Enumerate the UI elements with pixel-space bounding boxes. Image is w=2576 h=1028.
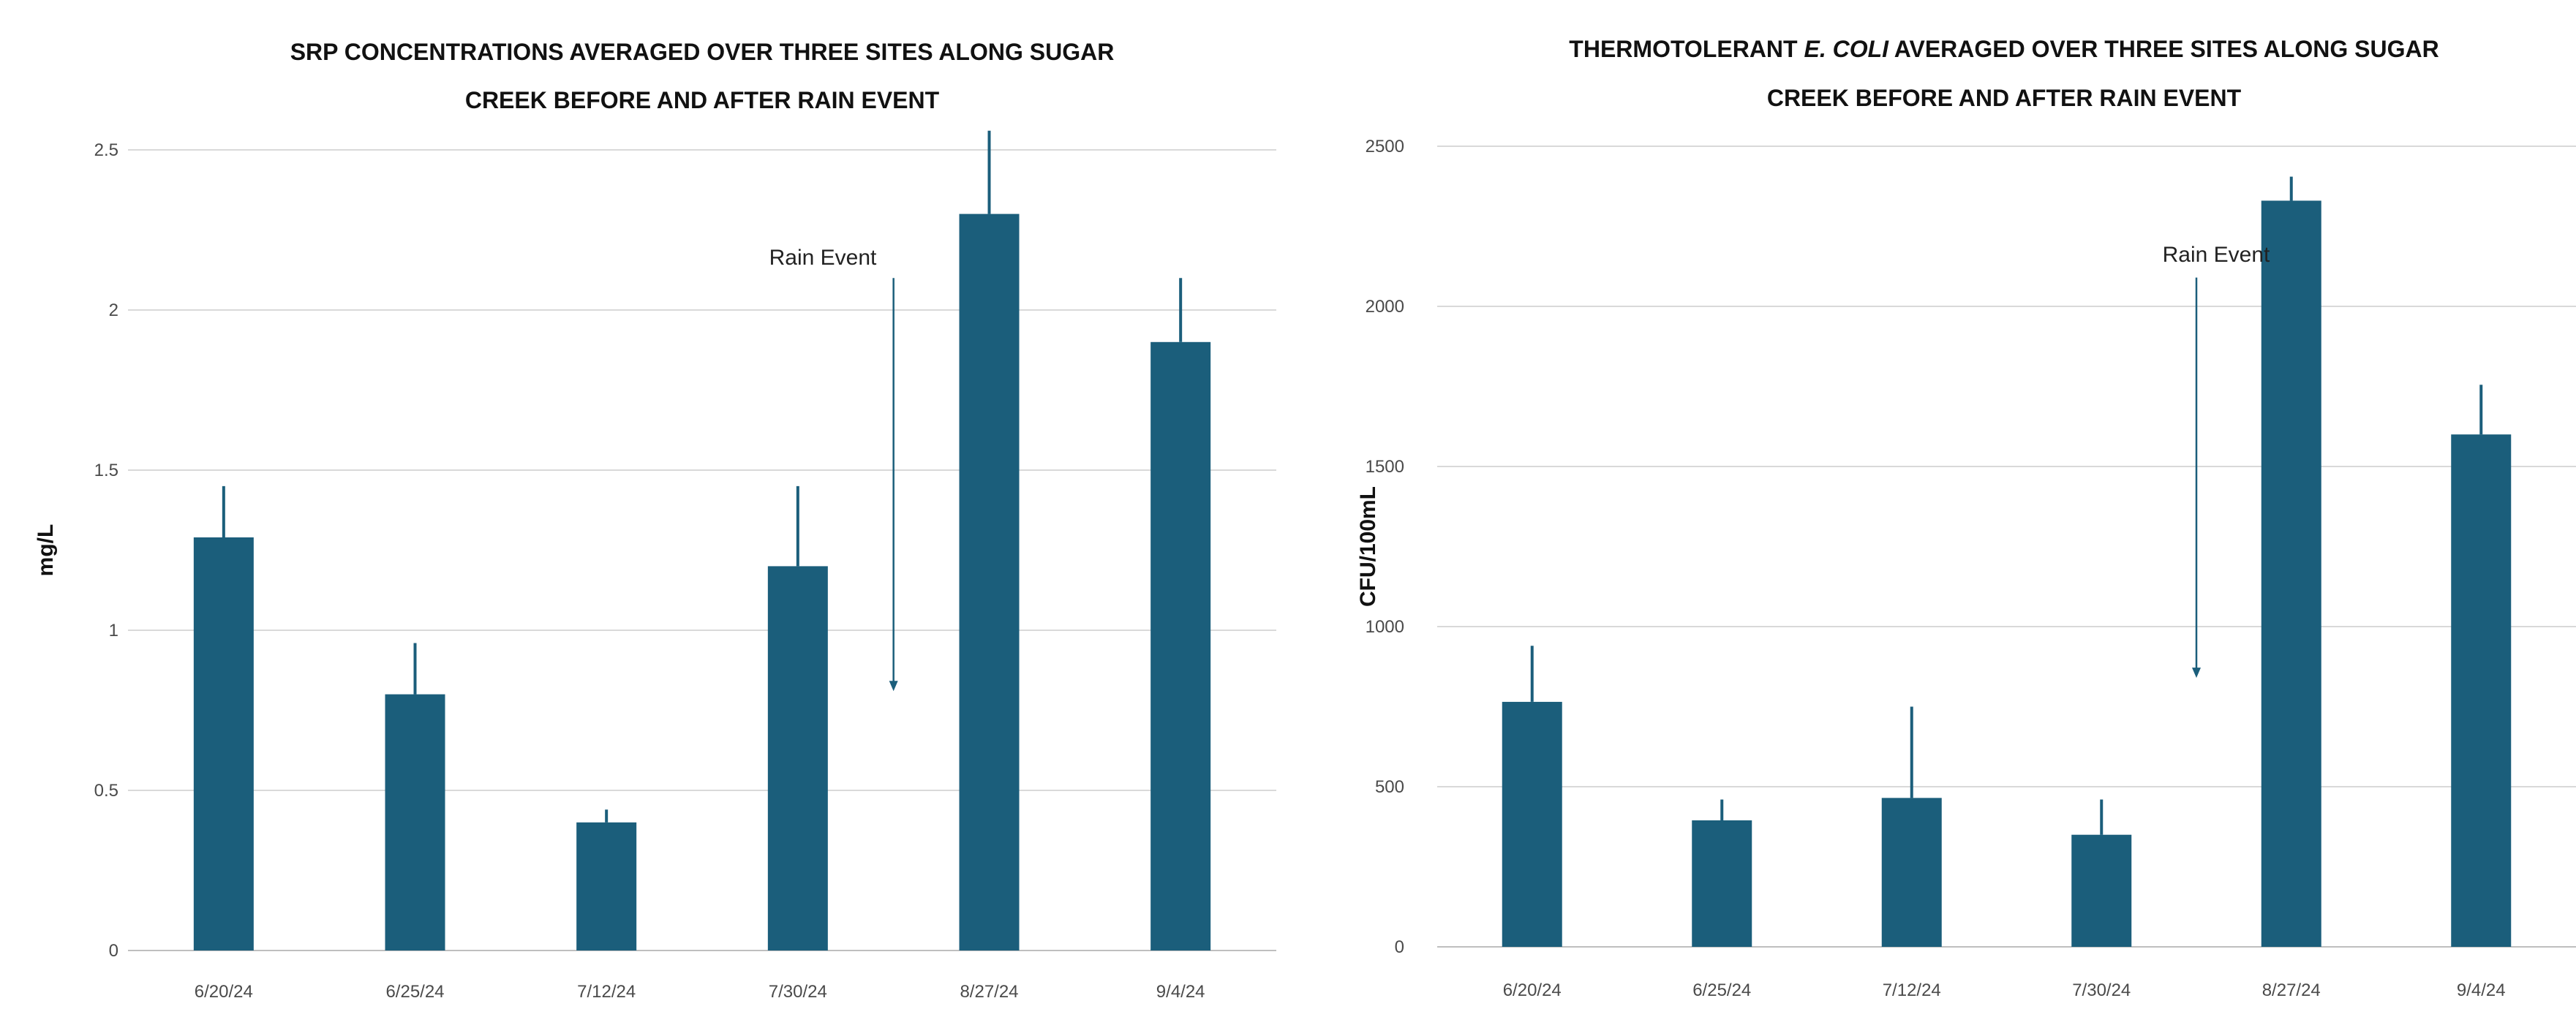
y-axis-label: mg/L bbox=[34, 524, 58, 577]
y-tick-label: 2500 bbox=[1366, 137, 1404, 156]
bar-7/30/24 bbox=[2071, 834, 2132, 947]
bar-7/30/24 bbox=[767, 566, 828, 950]
y-tick-label: 0 bbox=[109, 941, 118, 961]
annotation-arrowhead bbox=[2192, 668, 2201, 679]
x-tick-label: 8/27/24 bbox=[2262, 980, 2321, 1000]
y-tick-label: 2 bbox=[109, 301, 118, 320]
y-tick-label: 1000 bbox=[1366, 617, 1404, 637]
x-tick-label: 8/27/24 bbox=[960, 982, 1018, 1002]
y-tick-label: 1500 bbox=[1366, 457, 1404, 477]
bar-7/12/24 bbox=[576, 822, 637, 950]
title-run: THERMOTOLERANT bbox=[1569, 36, 1804, 62]
y-tick-label: 2000 bbox=[1366, 297, 1404, 317]
x-tick-label: 7/12/24 bbox=[577, 982, 636, 1002]
annotation-label: Rain Event bbox=[769, 246, 877, 270]
bar-9/4/24 bbox=[1150, 341, 1211, 950]
title-run: SRP CONCENTRATIONS AVERAGED OVER THREE S… bbox=[290, 39, 1115, 65]
bar-6/25/24 bbox=[1692, 820, 1752, 947]
annotation-label: Rain Event bbox=[2163, 243, 2270, 267]
y-tick-label: 2.5 bbox=[94, 140, 118, 160]
bar-6/20/24 bbox=[193, 537, 254, 950]
bar-6/20/24 bbox=[1502, 701, 1562, 947]
y-tick-label: 1 bbox=[109, 621, 118, 640]
x-tick-label: 6/20/24 bbox=[1503, 980, 1562, 1000]
bar-7/12/24 bbox=[1881, 798, 1942, 947]
chart-2: THERMOTOLERANT E. COLI AVERAGED OVER THR… bbox=[1356, 36, 2576, 1000]
y-axis-label: CFU/100mL bbox=[1356, 486, 1380, 607]
chart-1: SRP CONCENTRATIONS AVERAGED OVER THREE S… bbox=[34, 39, 1276, 1002]
x-tick-label: 6/25/24 bbox=[1692, 980, 1751, 1000]
chart-title-line: THERMOTOLERANT E. COLI AVERAGED OVER THR… bbox=[1569, 36, 2438, 62]
y-tick-label: 500 bbox=[1375, 777, 1404, 797]
x-tick-label: 7/30/24 bbox=[2072, 980, 2131, 1000]
bar-8/27/24 bbox=[959, 213, 1020, 951]
x-tick-label: 9/4/24 bbox=[1156, 982, 1205, 1002]
x-tick-label: 7/12/24 bbox=[1883, 980, 1941, 1000]
x-tick-label: 6/25/24 bbox=[385, 982, 444, 1002]
bar-9/4/24 bbox=[2451, 434, 2512, 947]
bar-6/25/24 bbox=[385, 694, 445, 950]
y-tick-label: 1.5 bbox=[94, 461, 118, 480]
title-run: AVERAGED OVER THREE SITES ALONG SUGAR bbox=[1888, 36, 2439, 62]
annotation-arrowhead bbox=[889, 681, 898, 692]
y-tick-label: 0.5 bbox=[94, 781, 118, 801]
chart-title-line: CREEK BEFORE AND AFTER RAIN EVENT bbox=[1767, 85, 2242, 111]
x-tick-label: 9/4/24 bbox=[2457, 980, 2506, 1000]
chart-title-line: CREEK BEFORE AND AFTER RAIN EVENT bbox=[465, 87, 940, 113]
bar-8/27/24 bbox=[2261, 200, 2321, 948]
x-tick-label: 6/20/24 bbox=[195, 982, 253, 1002]
title-run: CREEK BEFORE AND AFTER RAIN EVENT bbox=[465, 87, 940, 113]
chart-title-line: SRP CONCENTRATIONS AVERAGED OVER THREE S… bbox=[290, 39, 1115, 65]
title-italic-run: E. COLI bbox=[1804, 36, 1889, 62]
x-tick-label: 7/30/24 bbox=[769, 982, 827, 1002]
title-run: CREEK BEFORE AND AFTER RAIN EVENT bbox=[1767, 85, 2242, 111]
y-tick-label: 0 bbox=[1395, 937, 1404, 957]
